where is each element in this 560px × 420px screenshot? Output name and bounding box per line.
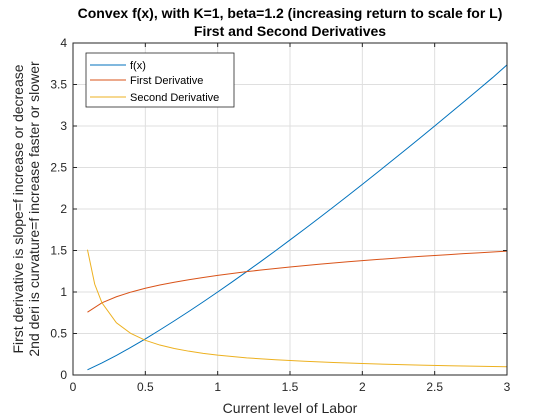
y-tick-label: 4	[60, 36, 67, 50]
x-tick-label: 0	[70, 380, 77, 394]
x-tick-label: 2	[359, 380, 366, 394]
y-axis-label-line1: First derivative is slope=f increase or …	[10, 64, 26, 353]
y-axis-label-line2: 2nd deri is curvature=f increase faster …	[26, 61, 42, 357]
y-tick-label: 3.5	[50, 78, 67, 92]
series-line-first-derivative	[87, 250, 508, 313]
y-tick-label: 3	[60, 119, 67, 133]
x-tick-label: 2.5	[426, 380, 443, 394]
x-tick-label: 3	[504, 380, 511, 394]
y-tick-label: 0	[60, 368, 67, 382]
y-tick-label: 2	[60, 202, 67, 216]
x-tick-label: 1.5	[282, 380, 299, 394]
y-tick-label: 0.5	[50, 327, 67, 341]
series-line-fx	[87, 64, 508, 371]
legend-label-second-derivative: Second Derivative	[130, 92, 219, 104]
series-line-second-derivative	[86, 249, 508, 368]
legend-label-first-derivative: First Derivative	[130, 75, 203, 87]
y-tick-label: 1.5	[50, 244, 67, 258]
x-axis-label: Current level of Labor	[223, 400, 358, 416]
series-layer	[86, 64, 508, 371]
x-tick-label: 0.5	[137, 380, 154, 394]
chart-title: Convex f(x), with K=1, beta=1.2 (increas…	[78, 5, 503, 21]
x-tick-label: 1	[214, 380, 221, 394]
chart-subtitle: First and Second Derivatives	[194, 23, 386, 39]
legend-label-fx: f(x)	[130, 60, 146, 72]
y-tick-label: 1	[60, 285, 67, 299]
tick-layer: 0 0.5 1 1.5 2 2.5 3 0 0.5 1 1.5 2 2.5 3 3.5 4	[50, 36, 510, 394]
legend: f(x) First Derivative Second Derivative	[85, 52, 235, 108]
y-tick-label: 2.5	[50, 161, 67, 175]
